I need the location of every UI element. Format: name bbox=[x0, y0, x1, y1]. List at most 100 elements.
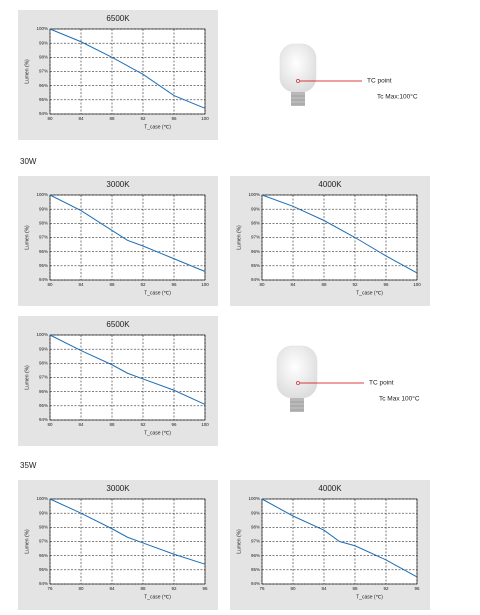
y-tick-label: 95% bbox=[251, 263, 260, 268]
y-axis-label: Lumen (%) bbox=[236, 225, 242, 250]
x-tick-label: 84 bbox=[78, 422, 84, 427]
y-tick-label: 96% bbox=[39, 83, 48, 88]
y-tick-label: 100% bbox=[36, 332, 48, 337]
section-heading: 35W bbox=[20, 461, 37, 470]
tc-point-label: TC point bbox=[367, 78, 392, 85]
y-tick-label: 97% bbox=[39, 539, 48, 544]
y-tick-label: 97% bbox=[39, 375, 48, 380]
chart-title: 4000K bbox=[318, 484, 342, 493]
y-tick-label: 94% bbox=[251, 581, 260, 586]
x-tick-label: 92 bbox=[352, 282, 358, 287]
x-tick-label: 84 bbox=[109, 586, 115, 591]
y-tick-label: 95% bbox=[251, 567, 260, 572]
y-tick-label: 97% bbox=[251, 539, 260, 544]
y-tick-label: 99% bbox=[251, 510, 260, 515]
x-axis-label: T_case (℃) bbox=[144, 290, 171, 296]
y-tick-label: 94% bbox=[39, 111, 48, 116]
y-tick-label: 96% bbox=[39, 249, 48, 254]
chart: 3000K 100% 99% 98% 97% 96% 95% 94%76 80 84 88 92 96 T… bbox=[18, 480, 218, 610]
y-tick-label: 99% bbox=[39, 40, 48, 45]
x-tick-label: 80 bbox=[290, 586, 296, 591]
x-axis-label: T_case (℃) bbox=[144, 594, 171, 600]
x-tick-label: 80 bbox=[47, 282, 53, 287]
x-tick-label: 92 bbox=[140, 422, 146, 427]
x-tick-label: 80 bbox=[47, 422, 53, 427]
x-tick-label: 100 bbox=[201, 282, 209, 287]
y-tick-label: 94% bbox=[39, 581, 48, 586]
y-tick-label: 95% bbox=[39, 403, 48, 408]
y-tick-label: 99% bbox=[39, 510, 48, 515]
y-tick-label: 94% bbox=[251, 277, 260, 282]
y-tick-label: 98% bbox=[39, 55, 48, 60]
y-tick-label: 100% bbox=[36, 192, 48, 197]
x-tick-label: 92 bbox=[140, 282, 146, 287]
y-tick-label: 99% bbox=[39, 206, 48, 211]
y-tick-label: 100% bbox=[36, 26, 48, 31]
chart-title: 6500K bbox=[106, 14, 130, 23]
x-axis-label: T_case (℃) bbox=[144, 430, 171, 436]
x-tick-label: 96 bbox=[171, 116, 177, 121]
y-tick-label: 99% bbox=[251, 206, 260, 211]
x-tick-label: 80 bbox=[47, 116, 53, 121]
x-tick-label: 96 bbox=[202, 586, 208, 591]
y-axis-label: Lumen (%) bbox=[24, 529, 30, 554]
x-axis-label: T_case (℃) bbox=[144, 124, 171, 130]
tc-max-label: Tc Max:100°C bbox=[377, 93, 418, 101]
y-tick-label: 98% bbox=[251, 221, 260, 226]
x-tick-label: 96 bbox=[171, 422, 177, 427]
x-tick-label: 76 bbox=[259, 586, 265, 591]
x-tick-label: 88 bbox=[352, 586, 358, 591]
x-tick-label: 100 bbox=[201, 116, 209, 121]
chart: 3000K 100% 99% 98% 97% 96% 95% 94%80 84 88 92 96 100… bbox=[18, 176, 218, 306]
y-tick-label: 96% bbox=[251, 249, 260, 254]
bulb-figure: TC point Tc Max 100°C bbox=[276, 345, 420, 412]
x-tick-label: 96 bbox=[414, 586, 420, 591]
chart-title: 3000K bbox=[106, 180, 130, 189]
x-tick-label: 88 bbox=[109, 422, 115, 427]
x-tick-label: 84 bbox=[78, 116, 84, 121]
tc-point-label: TC point bbox=[369, 380, 394, 387]
y-tick-label: 96% bbox=[39, 553, 48, 558]
y-tick-label: 100% bbox=[248, 496, 260, 501]
bulb-figure: TC point Tc Max:100°C bbox=[279, 43, 418, 106]
data-line bbox=[49, 334, 206, 405]
data-line bbox=[49, 498, 206, 565]
y-tick-label: 96% bbox=[39, 389, 48, 394]
section-heading: 30W bbox=[20, 157, 37, 166]
x-tick-label: 84 bbox=[78, 282, 84, 287]
x-tick-label: 92 bbox=[171, 586, 177, 591]
y-tick-label: 94% bbox=[39, 277, 48, 282]
y-tick-label: 94% bbox=[39, 417, 48, 422]
y-axis-label: Lumen (%) bbox=[24, 365, 30, 390]
y-tick-label: 98% bbox=[39, 525, 48, 530]
y-tick-label: 98% bbox=[251, 525, 260, 530]
y-tick-label: 98% bbox=[39, 221, 48, 226]
y-tick-label: 100% bbox=[36, 496, 48, 501]
x-tick-label: 100 bbox=[201, 422, 209, 427]
tc-max-label: Tc Max 100°C bbox=[379, 395, 420, 403]
x-tick-label: 84 bbox=[290, 282, 296, 287]
y-axis-label: Lumen (%) bbox=[236, 529, 242, 554]
x-tick-label: 88 bbox=[140, 586, 146, 591]
y-tick-label: 95% bbox=[39, 263, 48, 268]
x-tick-label: 88 bbox=[109, 282, 115, 287]
chart: 4000K 100% 99% 98% 97% 96% 95% 94%76 80 84 88 92 96 T… bbox=[230, 480, 430, 610]
x-tick-label: 88 bbox=[321, 282, 327, 287]
x-tick-label: 76 bbox=[47, 586, 53, 591]
y-axis-label: Lumen (%) bbox=[24, 225, 30, 250]
y-tick-label: 95% bbox=[39, 97, 48, 102]
y-tick-label: 95% bbox=[39, 567, 48, 572]
x-tick-label: 96 bbox=[383, 282, 389, 287]
x-tick-label: 92 bbox=[140, 116, 146, 121]
x-tick-label: 92 bbox=[383, 586, 389, 591]
y-axis-label: Lumen (%) bbox=[24, 59, 30, 84]
y-tick-label: 98% bbox=[39, 361, 48, 366]
chart: 6500K 100% 99% 98% 97% 96% 95% 94%80 84 88 92 96 100… bbox=[18, 10, 218, 140]
y-tick-label: 97% bbox=[39, 235, 48, 240]
chart-title: 3000K bbox=[106, 484, 130, 493]
x-tick-label: 88 bbox=[109, 116, 115, 121]
y-tick-label: 99% bbox=[39, 346, 48, 351]
x-tick-label: 80 bbox=[78, 586, 84, 591]
data-line bbox=[49, 194, 206, 272]
